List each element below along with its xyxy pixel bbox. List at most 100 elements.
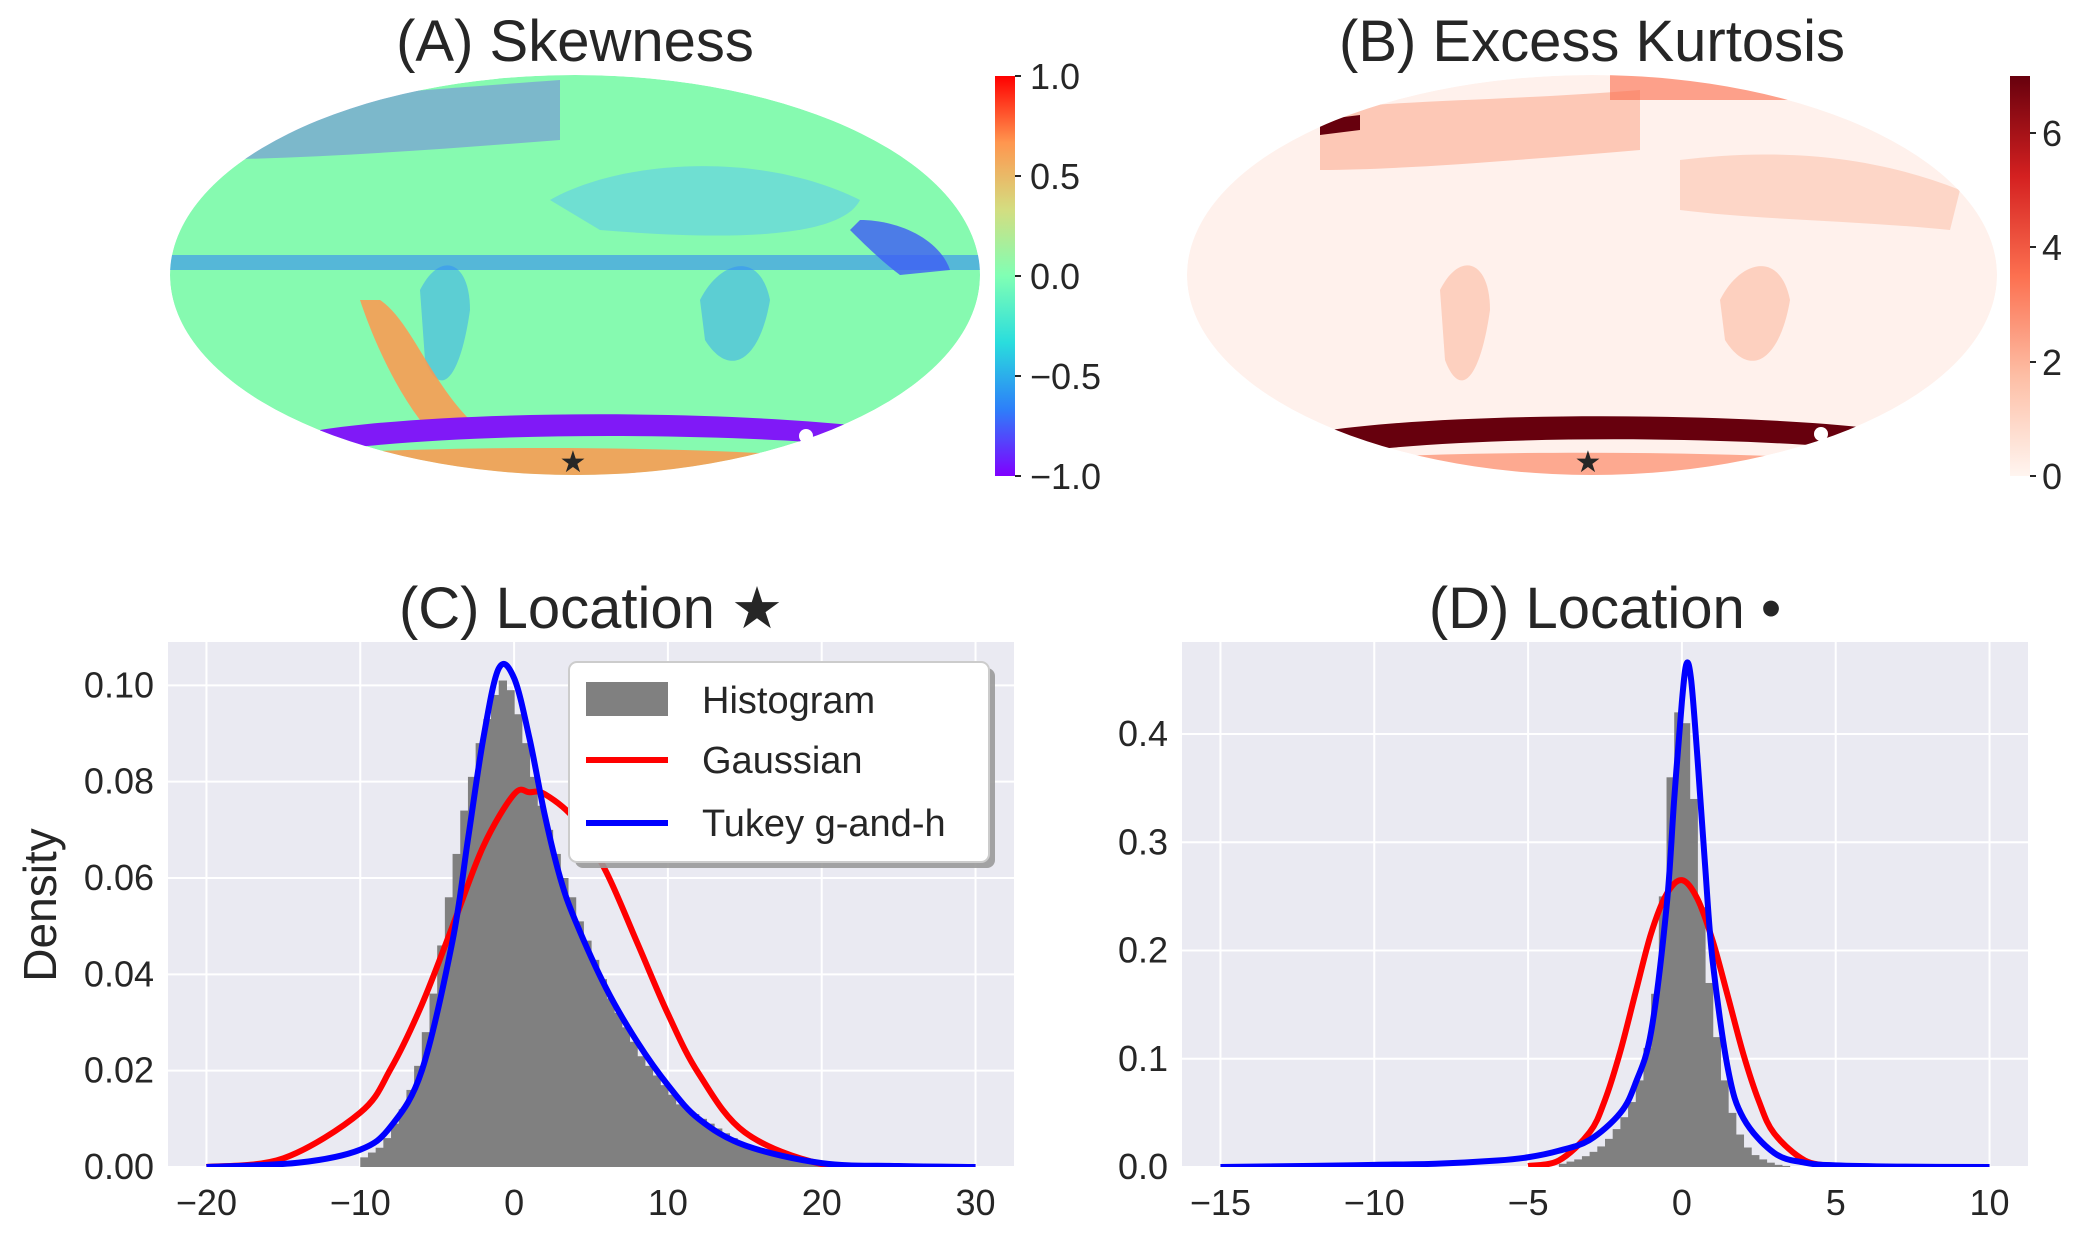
panel-d-histogram-bar xyxy=(1558,1163,1568,1167)
skewness-colorbar-tick-label: −1.0 xyxy=(1030,456,1101,497)
kurtosis-region-africa xyxy=(1720,266,1790,361)
panel-d-histogram-bar xyxy=(1643,1047,1652,1167)
panel-c-histogram-bar xyxy=(583,940,592,1167)
panel-c-y-tick-label: 0.04 xyxy=(84,953,154,994)
panel-d-y-tick-label: 0.4 xyxy=(1118,713,1168,754)
panel-d-histogram-bar xyxy=(1751,1155,1760,1167)
kurtosis-map xyxy=(1187,75,1997,475)
panel-d-histogram-bar xyxy=(1735,1134,1745,1167)
panel-c-histogram-bar xyxy=(360,1157,369,1167)
panel-d-histogram-bar xyxy=(1704,982,1714,1167)
panel-d-histogram-bar xyxy=(1697,907,1706,1167)
panel-c-histogram-bar xyxy=(714,1128,723,1167)
panel-c-histogram-bar xyxy=(544,829,554,1167)
panel-c-histogram-bar xyxy=(752,1147,761,1167)
panel-c-histogram-bar xyxy=(767,1152,777,1167)
kurtosis-colorbar-tick-label: 0 xyxy=(2042,456,2062,497)
panel-d-location-dot: (D) Location • −15 −10 −5 0 5 10 0.0 0.1 0.2 0.3… xyxy=(1118,576,2028,1223)
skewness-dot-marker xyxy=(799,429,813,443)
kurtosis-dot-marker xyxy=(1814,427,1828,441)
panel-d-histogram-bar xyxy=(1635,1080,1645,1167)
panel-c-y-tick-label: 0.00 xyxy=(84,1146,154,1187)
panel-c-histogram-bar xyxy=(614,1012,623,1167)
skewness-colorbar xyxy=(995,76,1015,476)
skewness-region-eurasia xyxy=(550,166,860,236)
panel-c-histogram-bar xyxy=(452,853,461,1167)
panel-c-histogram-bar xyxy=(460,810,469,1167)
panel-c-gaussian-line xyxy=(206,786,976,1167)
panel-c-histogram-bar xyxy=(806,1162,815,1167)
skewness-star-marker: ★ xyxy=(560,446,587,479)
panel-c-histogram-bar xyxy=(644,1065,654,1167)
panel-c-histogram-bar xyxy=(529,776,538,1167)
panel-d-histogram-bar xyxy=(1574,1159,1583,1167)
kurtosis-region-eurasia xyxy=(1680,154,1960,230)
panel-c-histogram-bar xyxy=(560,878,569,1167)
panel-d-x-tick-label: −10 xyxy=(1344,1182,1405,1223)
panel-c-tukey-line xyxy=(206,661,976,1167)
panel-c-histogram-bar xyxy=(698,1118,707,1167)
panel-c-histogram-bar xyxy=(367,1152,377,1167)
kurtosis-star-marker: ★ xyxy=(1575,446,1602,479)
panel-c-histogram-bar xyxy=(552,853,561,1167)
panel-d-histogram-bar xyxy=(1781,1165,1791,1167)
panel-d-histogram-bar xyxy=(1658,896,1668,1167)
panel-b-kurtosis: (B) Excess Kurtosis ★ 6 4 2 0 xyxy=(1187,9,2062,497)
panel-c-histogram-bar xyxy=(598,979,607,1167)
panel-c-histogram-bar xyxy=(491,694,500,1167)
panel-d-x-tick-label: 5 xyxy=(1826,1182,1846,1223)
panel-c-histogram-bar xyxy=(467,776,477,1167)
panel-c-histogram-bar xyxy=(506,690,515,1167)
panel-c-histogram-bar xyxy=(760,1150,769,1167)
panel-c-histogram-bar xyxy=(575,921,584,1167)
panel-d-x-tick-label: −15 xyxy=(1190,1182,1251,1223)
panel-c-histogram-bar xyxy=(621,1027,631,1167)
skewness-region-africa xyxy=(700,266,770,361)
skewness-region-warm-pacific xyxy=(360,300,470,420)
panel-c-histogram-bar xyxy=(721,1133,731,1167)
panel-c-histogram-bar xyxy=(744,1145,754,1167)
panel-d-histogram-bar xyxy=(1674,712,1683,1167)
panel-d-histogram-bar xyxy=(1566,1161,1575,1167)
skewness-colorbar-tick-label: 0.5 xyxy=(1030,156,1080,197)
panel-c-histogram-bar xyxy=(537,805,546,1167)
panel-c-location-star: (C) Location ★ −20 −10 0 10 20 30 0.000.020.0… xyxy=(14,576,1014,1223)
panel-a-skewness: (A) Skewness ★ 1.0 0.5 0.0 −0.5 −1.0 xyxy=(170,9,1101,497)
panel-c-histogram-bar xyxy=(706,1123,715,1167)
panel-c-histogram-bar xyxy=(437,945,446,1167)
panel-b-title: (B) Excess Kurtosis xyxy=(1339,9,1845,74)
panel-d-histogram-bar xyxy=(1728,1112,1737,1167)
panel-c-y-tick-label: 0.08 xyxy=(84,761,154,802)
panel-c-histogram-bar xyxy=(660,1085,669,1167)
panel-c-histogram-bar xyxy=(444,897,454,1167)
panel-c-histogram-bar xyxy=(421,1032,431,1167)
legend-gaussian-label: Gaussian xyxy=(702,740,863,782)
panel-c-histogram-bar xyxy=(514,714,523,1167)
panel-c-title: (C) Location ★ xyxy=(399,576,783,641)
legend-histogram-swatch xyxy=(586,682,668,716)
panel-d-histogram-bar xyxy=(1581,1156,1591,1167)
panel-d-histogram-bar xyxy=(1758,1159,1768,1167)
legend-tukey-label: Tukey g-and-h xyxy=(702,803,946,845)
kurtosis-colorbar-tick-label: 4 xyxy=(2042,227,2062,268)
panel-d-y-tick-label: 0.0 xyxy=(1118,1146,1168,1187)
panel-c-x-tick-label: 30 xyxy=(956,1182,996,1223)
panel-c-histogram-bar xyxy=(521,743,531,1167)
panel-c-histogram-bar xyxy=(652,1075,661,1167)
panel-c-histogram-bar xyxy=(675,1104,684,1167)
panel-d-histogram-bar xyxy=(1766,1162,1775,1167)
kurtosis-region-arctic xyxy=(1610,75,1980,100)
kurtosis-southern-ocean-band xyxy=(1330,416,1870,455)
panel-d-histogram-bar xyxy=(1743,1147,1752,1167)
panel-c-y-tick-label: 0.02 xyxy=(84,1050,154,1091)
panel-d-histogram-bar xyxy=(1681,723,1691,1167)
panel-c-histogram-bar xyxy=(798,1159,807,1167)
panel-d-gaussian-line xyxy=(1527,877,1837,1167)
panel-c-x-tick-label: −10 xyxy=(330,1182,391,1223)
skewness-southern-ocean-band xyxy=(320,414,850,452)
kurtosis-colorbar-tick-label: 2 xyxy=(2042,342,2062,383)
panel-c-histogram-bar xyxy=(475,743,484,1167)
panel-c-histogram-bar xyxy=(398,1109,408,1167)
panel-d-y-tick-label: 0.1 xyxy=(1118,1038,1168,1079)
